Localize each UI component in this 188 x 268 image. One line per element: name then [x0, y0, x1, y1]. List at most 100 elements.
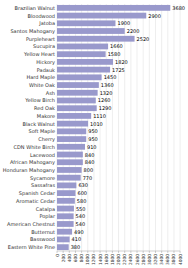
tick-label: 600	[73, 254, 78, 262]
value-label: 770	[83, 175, 93, 181]
grid-line	[155, 4, 156, 251]
value-label: 600	[77, 190, 87, 196]
tick-label: 1200	[91, 254, 96, 265]
category-label: Sycamore	[30, 175, 55, 182]
grid-line	[167, 4, 168, 251]
tick-mark	[57, 251, 58, 253]
bar	[57, 13, 146, 19]
value-label: 580	[77, 198, 87, 204]
bar	[57, 244, 69, 250]
grid-line	[161, 4, 162, 251]
tick-mark	[137, 251, 138, 253]
bar	[57, 229, 72, 235]
tick-mark	[69, 251, 70, 253]
tick-mark	[81, 251, 82, 253]
category-label: Yellow Heart	[23, 51, 55, 57]
category-label: Yellow Birch	[24, 97, 55, 103]
tick-label: 800	[79, 254, 84, 262]
bar	[57, 113, 91, 119]
category-label: Aromatic Cedar	[16, 198, 56, 204]
category-label: CDN White Birch	[14, 144, 55, 150]
value-label: 2520	[137, 36, 150, 42]
tick-label: 3600	[165, 254, 170, 265]
category-label: Black Walnut	[23, 121, 56, 127]
tick-label: 3400	[159, 254, 164, 265]
value-label: 550	[76, 206, 86, 212]
tick-label: 2000	[116, 254, 121, 265]
tick-label: 2600	[135, 254, 140, 265]
value-label: 1725	[112, 67, 125, 73]
tick-label: 2800	[141, 254, 146, 265]
bar	[57, 59, 113, 65]
bar	[57, 159, 83, 165]
bar	[57, 90, 98, 96]
bar	[57, 128, 86, 134]
value-label: 540	[76, 221, 86, 227]
tick-mark	[143, 251, 144, 253]
value-label: 490	[74, 229, 84, 235]
value-label: 950	[88, 136, 98, 142]
category-label: Cherry	[38, 136, 55, 143]
tick-mark	[87, 251, 88, 253]
category-label: Hickory	[36, 59, 55, 66]
value-label: 2900	[148, 13, 161, 19]
bar	[57, 206, 74, 212]
category-label: Brazilian Walnut	[14, 5, 55, 11]
tick-mark	[180, 251, 181, 253]
value-label: 1360	[101, 82, 114, 88]
grid-line	[180, 4, 181, 251]
bar	[57, 198, 75, 204]
bar	[57, 105, 97, 111]
value-label: 1290	[99, 105, 112, 111]
tick-label: 2200	[122, 254, 127, 265]
bar	[57, 121, 88, 127]
category-label: White Oak	[29, 82, 55, 88]
tick-label: 1000	[85, 254, 90, 265]
tick-label: 1600	[104, 254, 109, 265]
value-label: 540	[76, 213, 86, 219]
value-label: 1320	[100, 90, 113, 96]
tick-mark	[167, 251, 168, 253]
tick-label: 4000	[178, 254, 183, 265]
value-label: 800	[84, 167, 94, 173]
bar	[57, 20, 115, 26]
category-label: Jatoba	[38, 20, 55, 26]
bar	[57, 67, 110, 73]
tick-label: 2400	[128, 254, 133, 265]
tick-label: 1400	[98, 254, 103, 265]
bar	[57, 190, 75, 196]
category-label: Red Oak	[34, 105, 55, 111]
tick-mark	[161, 251, 162, 253]
value-label: 1820	[115, 59, 128, 65]
category-label: Honduran Mahogany	[3, 167, 55, 174]
category-label: Purpleheart	[26, 36, 55, 43]
bar	[57, 36, 135, 42]
tick-mark	[75, 251, 76, 253]
tick-mark	[155, 251, 156, 253]
category-label: Eastern White Pine	[8, 244, 55, 250]
value-label: 1110	[93, 113, 106, 119]
grid-line	[173, 4, 174, 251]
bar	[57, 98, 96, 104]
value-label: 630	[78, 182, 88, 188]
bar	[57, 152, 83, 158]
tick-label: 3800	[171, 254, 176, 265]
tick-mark	[112, 251, 113, 253]
tick-mark	[124, 251, 125, 253]
category-label: Santos Mahogany	[10, 28, 55, 35]
bar	[57, 28, 125, 34]
category-label: Makore	[37, 113, 55, 119]
value-label: 410	[72, 236, 82, 242]
tick-mark	[173, 251, 174, 253]
category-label: African Mahogany	[10, 159, 55, 166]
tick-mark	[100, 251, 101, 253]
bar	[57, 167, 82, 173]
value-label: 950	[88, 128, 98, 134]
chart: Brazilian WalnutBloodwoodJatobaSantos Ma…	[0, 0, 188, 268]
value-label: 1260	[98, 97, 111, 103]
value-label: 1010	[90, 121, 103, 127]
bar	[57, 74, 102, 80]
tick-label: 3000	[147, 254, 152, 265]
bars	[57, 5, 170, 250]
value-label: 2200	[127, 28, 140, 34]
